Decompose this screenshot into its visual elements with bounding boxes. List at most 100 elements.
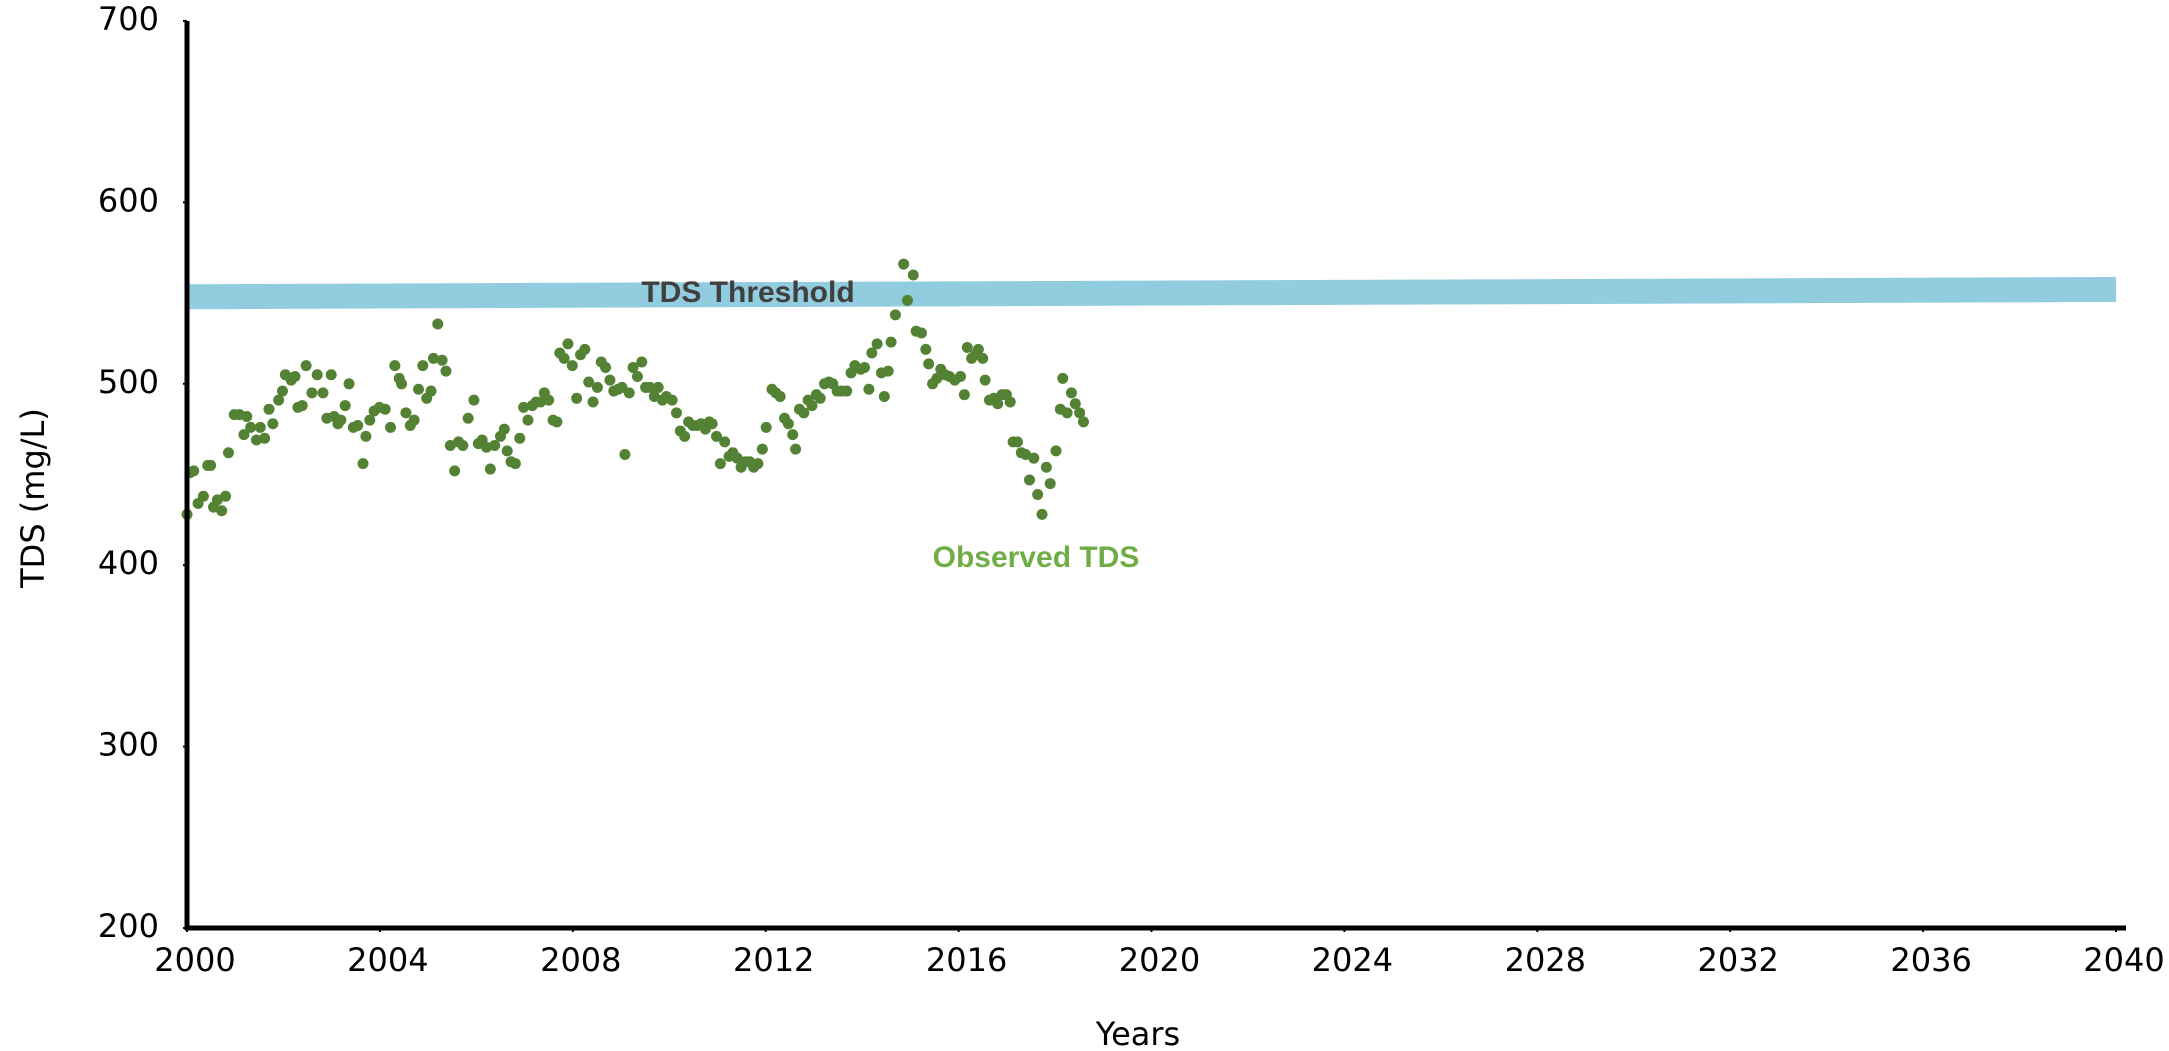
data-point xyxy=(357,458,369,470)
y-tick-label: 600 xyxy=(98,181,159,219)
x-tick-label: 2000 xyxy=(154,941,235,979)
series-label: Observed TDS xyxy=(933,541,1140,574)
data-point xyxy=(211,494,223,506)
data-point xyxy=(425,385,437,397)
data-point xyxy=(484,463,496,475)
data-point xyxy=(522,414,534,426)
data-point xyxy=(222,447,234,459)
data-point xyxy=(562,338,574,350)
x-tick-label: 2036 xyxy=(1890,941,1971,979)
data-point xyxy=(1069,398,1081,410)
data-point xyxy=(449,465,461,477)
data-point xyxy=(543,394,555,406)
data-point xyxy=(436,354,448,366)
data-point xyxy=(364,414,376,426)
data-point xyxy=(648,390,660,402)
data-point xyxy=(790,443,802,455)
data-point xyxy=(859,361,871,373)
data-point xyxy=(216,505,228,517)
data-point xyxy=(489,439,501,451)
y-tick-label: 200 xyxy=(98,907,159,945)
data-point xyxy=(600,361,612,373)
data-point xyxy=(457,439,469,451)
data-point xyxy=(551,416,563,428)
data-point xyxy=(566,360,578,372)
data-point xyxy=(300,360,312,372)
data-point xyxy=(706,418,718,430)
data-point xyxy=(931,372,943,384)
data-point xyxy=(263,403,275,415)
data-point xyxy=(417,360,429,372)
data-point xyxy=(958,389,970,401)
data-point xyxy=(756,443,768,455)
data-point xyxy=(571,392,583,404)
data-point xyxy=(1074,407,1086,419)
data-point xyxy=(1061,407,1073,419)
x-tick-label: 2008 xyxy=(540,941,621,979)
data-point xyxy=(798,407,810,419)
data-point xyxy=(289,371,301,383)
data-point xyxy=(719,436,731,448)
data-point xyxy=(514,432,526,444)
data-point xyxy=(440,365,452,377)
data-point xyxy=(343,378,355,390)
data-point xyxy=(273,394,285,406)
data-point xyxy=(587,396,599,408)
x-tick-label: 2012 xyxy=(733,941,814,979)
data-point xyxy=(462,412,474,424)
data-point xyxy=(241,410,253,422)
data-point xyxy=(863,383,875,395)
data-point xyxy=(787,429,799,441)
data-point xyxy=(259,432,271,444)
data-point xyxy=(197,490,209,502)
data-point xyxy=(379,403,391,415)
data-point xyxy=(480,441,492,453)
data-point xyxy=(432,318,444,330)
x-tick-label: 2040 xyxy=(2083,941,2164,979)
data-point xyxy=(427,352,439,364)
data-point xyxy=(1078,416,1090,428)
data-point xyxy=(385,421,397,433)
data-point xyxy=(468,394,480,406)
data-point xyxy=(882,365,894,377)
x-tick-label: 2024 xyxy=(1312,941,1393,979)
data-point xyxy=(666,394,678,406)
data-point xyxy=(920,343,932,355)
x-tick-label: 2016 xyxy=(926,941,1007,979)
y-axis-title: TDS (mg/L) xyxy=(14,408,52,589)
data-point xyxy=(1050,445,1062,457)
data-point xyxy=(335,414,347,426)
data-point xyxy=(992,398,1004,410)
data-point xyxy=(977,352,989,364)
data-point xyxy=(1028,452,1040,464)
y-tick-label: 500 xyxy=(98,363,159,401)
data-point xyxy=(389,360,401,372)
x-tick-label: 2004 xyxy=(347,941,428,979)
data-point xyxy=(972,343,984,355)
data-point xyxy=(579,343,591,355)
data-point xyxy=(558,352,570,364)
data-point xyxy=(583,376,595,388)
data-point xyxy=(534,396,546,408)
data-point xyxy=(806,400,818,412)
data-point xyxy=(866,347,878,359)
data-point xyxy=(501,445,513,457)
data-point xyxy=(360,430,372,442)
data-point xyxy=(889,309,901,321)
data-point xyxy=(412,383,424,395)
data-point xyxy=(871,338,883,350)
data-point xyxy=(339,400,351,412)
data-point xyxy=(1040,461,1052,473)
data-point xyxy=(250,434,262,446)
data-point xyxy=(317,387,329,399)
data-point xyxy=(774,390,786,402)
data-point xyxy=(509,458,521,470)
data-point xyxy=(1020,449,1032,461)
data-point xyxy=(306,387,318,399)
data-point xyxy=(325,369,337,381)
data-point xyxy=(979,374,991,386)
y-tick-label: 300 xyxy=(98,726,159,764)
data-point xyxy=(731,452,743,464)
data-point xyxy=(619,449,631,461)
